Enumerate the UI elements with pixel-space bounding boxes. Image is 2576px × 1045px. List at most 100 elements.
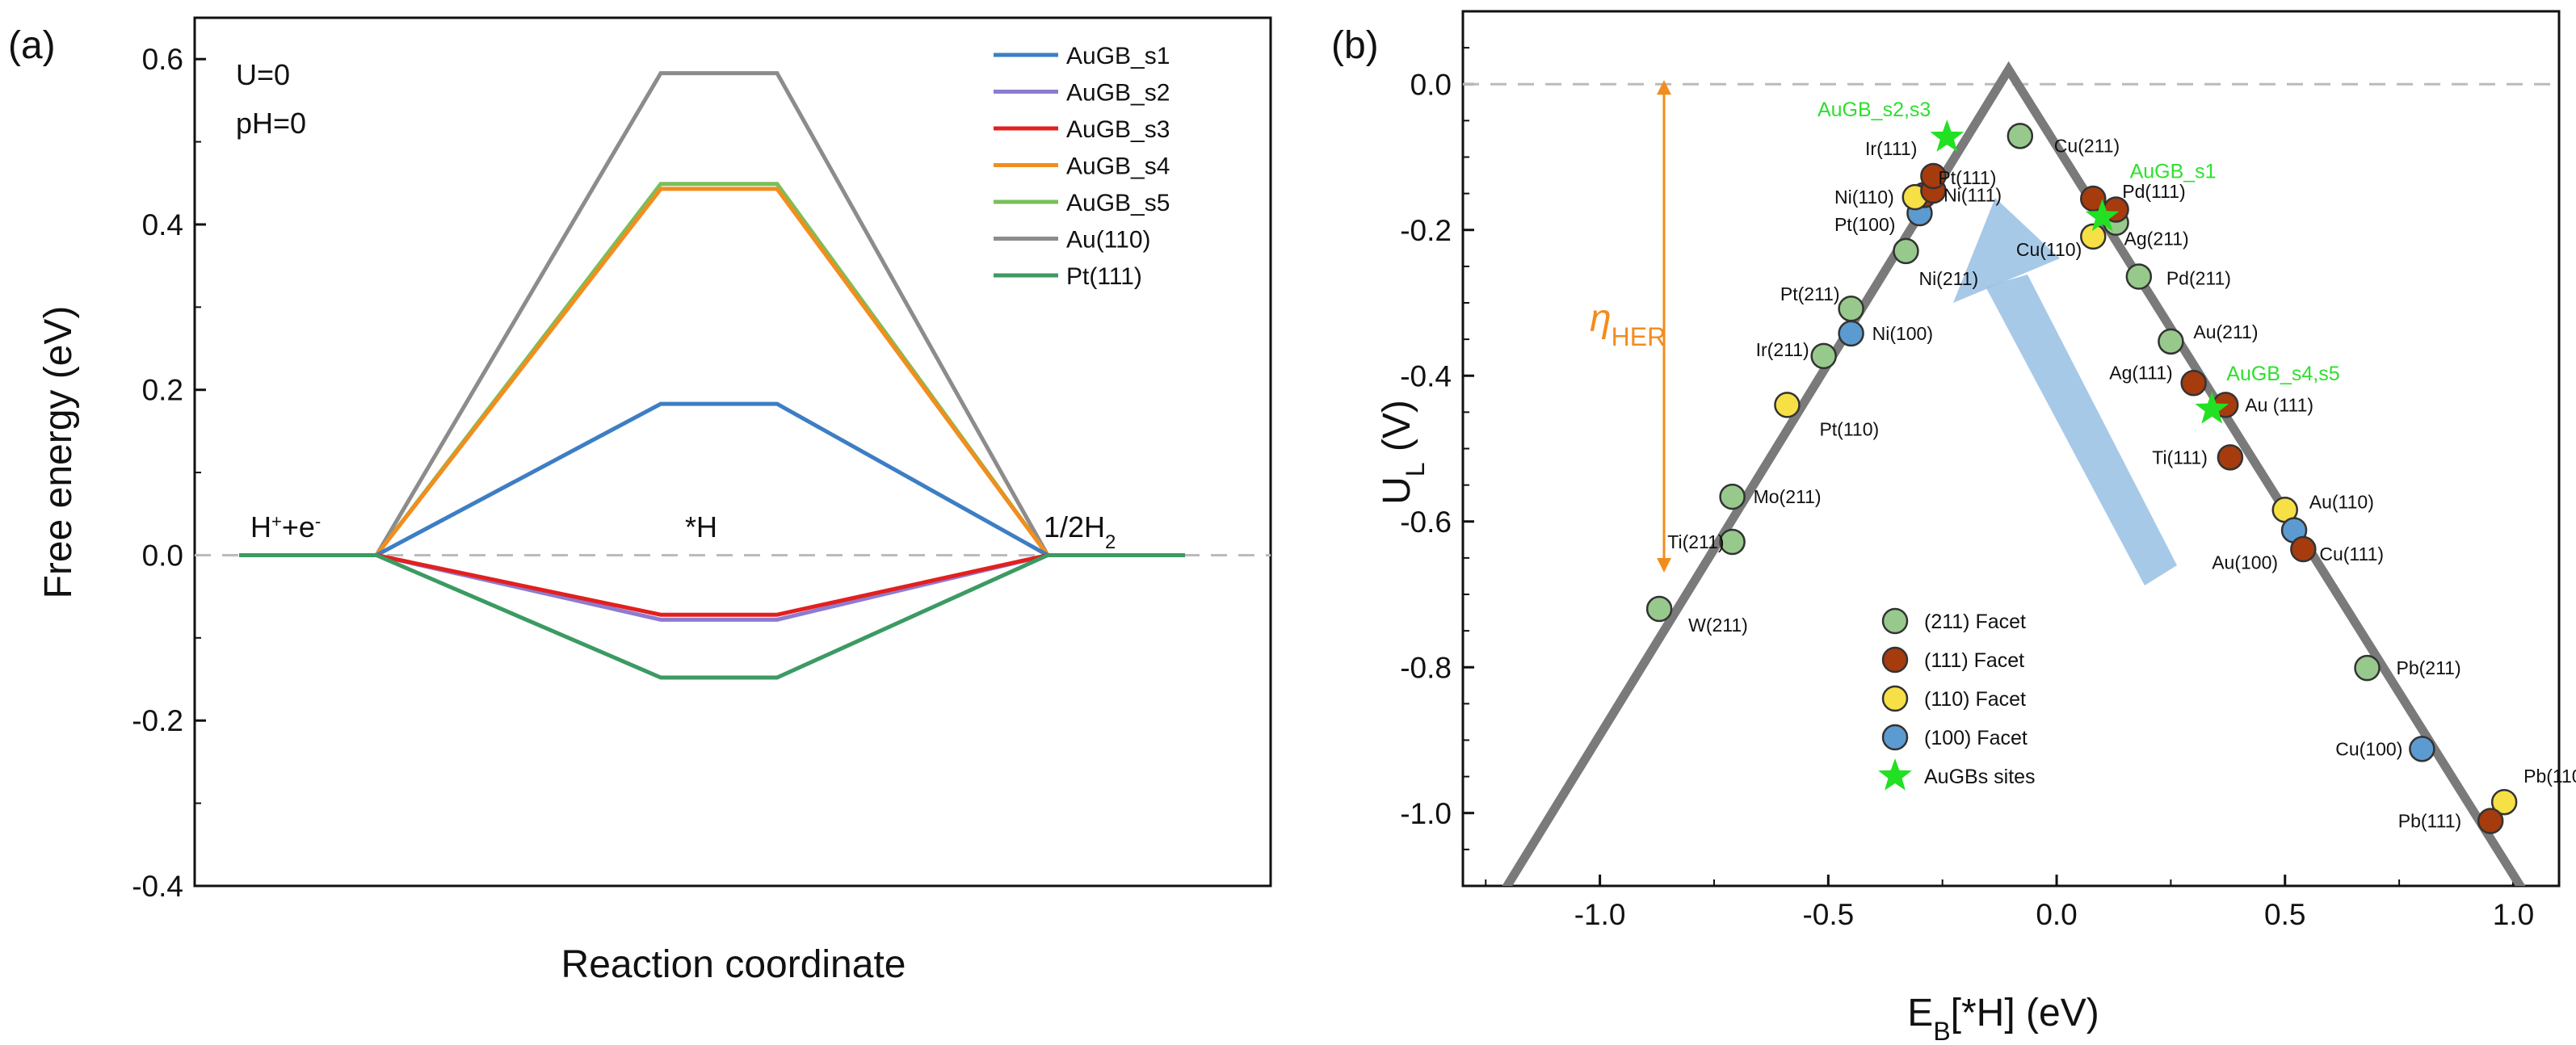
a-ytick-label: 0.0: [142, 539, 183, 572]
a-ytick-label: 0.2: [142, 374, 183, 407]
point-ti-111: [2217, 444, 2244, 471]
point-label-ag-211: Ag(211): [2124, 229, 2189, 250]
point-label-ir-111: Ir(111): [1865, 138, 1917, 159]
point-label-pd-111: Pd(111): [2122, 181, 2185, 202]
point-label-ni-211: Ni(211): [1918, 268, 1978, 289]
b-ytick-label: -0.2: [1400, 214, 1452, 247]
point-pb-211: [2354, 654, 2381, 682]
condition-ph: pH=0: [236, 107, 306, 140]
panel-a-label: (a): [8, 24, 56, 67]
star-label-augb-s1: AuGB_s1: [2130, 161, 2217, 183]
point-cu-211: [2007, 123, 2034, 149]
point-label-ti-111: Ti(111): [2152, 447, 2208, 468]
panel-a-x-label: Reaction coordinate: [561, 943, 906, 986]
b-xtick-label: -0.5: [1802, 898, 1854, 931]
panel-b-legend: (211) Facet (111) Facet (110) Facet (100) F…: [1878, 607, 2036, 791]
panel-b-label: (b): [1331, 24, 1379, 67]
point-label-au-211: Au(211): [2193, 321, 2258, 342]
point-label-ti-211: Ti(211): [1667, 531, 1724, 552]
panel-b-points: [1645, 123, 2518, 834]
point-pd-211: [2125, 263, 2153, 290]
series-line-augb-s3: [239, 552, 1185, 617]
condition-u: U=0: [236, 58, 290, 91]
star-augb-s4-s5: [2195, 391, 2229, 424]
eta-her-label: ηHER: [1590, 297, 1666, 351]
point-label-ni-100: Ni(100): [1872, 323, 1933, 344]
legend-label-augb-s5: AuGB_s5: [1066, 190, 1170, 216]
panel-b-x-ticks: -1.0 -0.5 0.0 0.5 1.0: [1485, 875, 2534, 931]
legend-star-icon: [1878, 758, 1912, 791]
point-pt-211: [1838, 295, 1864, 322]
trend-arrow-shaft: [1986, 275, 2177, 585]
panel-a-y-ticks: -0.4 -0.2 0.0 0.2 0.4 0.6: [132, 43, 206, 903]
legend-marker-111: [1881, 646, 1909, 674]
point-label-cu-110: Cu(110): [2016, 239, 2082, 260]
legend-label-augb-s2: AuGB_s2: [1066, 80, 1170, 107]
point-label-ag-111: Ag(111): [2109, 362, 2172, 383]
panel-a-frame: [193, 16, 1272, 888]
legend-label-pt-111: Pt(111): [1066, 263, 1142, 290]
series-line-pt-111: [239, 552, 1185, 680]
legend-marker-100: [1881, 724, 1909, 751]
a-ytick-label: 0.6: [142, 43, 183, 76]
panel-b-y-label: UL (V): [1376, 400, 1430, 505]
point-ir-211: [1810, 342, 1837, 370]
panel-a-legend: AuGB_s1 AuGB_s2 AuGB_s3 AuGB_s4 AuGB_s5 Au(11…: [994, 43, 1170, 290]
point-ag-111: [2180, 370, 2207, 397]
point-label-au-111: Au (111): [2245, 394, 2313, 415]
trend-arrow-head: [1953, 198, 2060, 303]
b-xtick-label: -1.0: [1574, 898, 1626, 931]
point-pb-111: [2477, 808, 2504, 834]
point-cu-110: [2080, 223, 2107, 250]
panel-b-point-labels: W(211) Ti(211) Mo(211) Pt(110) Ir(211) Ni(100…: [1667, 135, 2576, 831]
state-initial: H++e-: [250, 510, 321, 543]
point-label-pb-110: Pb(110): [2523, 766, 2576, 787]
panel-b: (b) -1.0 -0.8 -0.6 -0.4 -0.2 0.0 -1.0 -0.5 0.0 0…: [1331, 10, 2576, 1045]
point-w-211: [1645, 595, 1673, 623]
star-label-augb-s2-s3: AuGB_s2,s3: [1817, 99, 1931, 121]
b-xtick-label: 0.5: [2264, 898, 2305, 931]
point-label-cu-100: Cu(100): [2335, 738, 2402, 759]
legend-label-augbs-sites: AuGBs sites: [1924, 766, 2036, 788]
panel-a-y-label: Free energy (eV): [37, 306, 80, 599]
point-ti-211: [1719, 528, 1746, 556]
series-line-au-110: [239, 71, 1185, 557]
a-ytick-label: -0.2: [132, 704, 183, 737]
state-final: 1/2H2: [1044, 510, 1116, 553]
point-ni-211: [1893, 237, 1919, 265]
point-label-pt-111: Pt(111): [1938, 167, 1996, 188]
point-label-w-211: W(211): [1688, 615, 1748, 636]
point-au-211: [2158, 328, 2184, 355]
point-label-pt-100: Pt(100): [1834, 214, 1895, 235]
star-augb-s2-s3: [1930, 120, 1965, 152]
panel-a-series: [239, 71, 1185, 680]
series-line-augb-s2: [239, 552, 1185, 622]
point-label-pb-111: Pb(111): [2398, 811, 2461, 832]
point-label-ni-110: Ni(110): [1834, 187, 1894, 208]
point-label-pt-211: Pt(211): [1780, 283, 1840, 304]
state-adsorbed: *H: [685, 510, 717, 543]
b-ytick-label: 0.0: [1410, 68, 1452, 101]
point-cu-100: [2409, 736, 2435, 762]
star-label-augb-s4-s5: AuGB_s4,s5: [2226, 363, 2339, 385]
a-ytick-label: 0.4: [142, 208, 183, 241]
legend-label-augb-s1: AuGB_s1: [1066, 43, 1170, 69]
legend-label-augb-s4: AuGB_s4: [1066, 153, 1170, 180]
panel-b-y-ticks: -1.0 -0.8 -0.6 -0.4 -0.2 0.0: [1400, 10, 1474, 887]
point-mo-211: [1719, 483, 1746, 510]
point-pb-110: [2490, 788, 2518, 816]
point-label-pb-211: Pb(211): [2397, 657, 2461, 678]
point-label-pt-110: Pt(110): [1819, 418, 1879, 439]
legend-label-au-110: Au(110): [1066, 227, 1151, 254]
legend-label-211-facet: (211) Facet: [1924, 611, 2026, 633]
b-xtick-label: 0.0: [2036, 898, 2077, 931]
point-label-au-110: Au(110): [2309, 491, 2374, 512]
legend-label-100-facet: (100) Facet: [1924, 727, 2028, 749]
b-ytick-label: -0.8: [1400, 651, 1452, 684]
legend-label-110-facet: (110) Facet: [1924, 688, 2026, 711]
point-cu-111: [2290, 535, 2317, 563]
point-label-pd-211: Pd(211): [2166, 268, 2231, 289]
panel-b-x-label: EB[*H] (eV): [1907, 992, 2099, 1045]
a-ytick-label: -0.4: [132, 870, 183, 903]
